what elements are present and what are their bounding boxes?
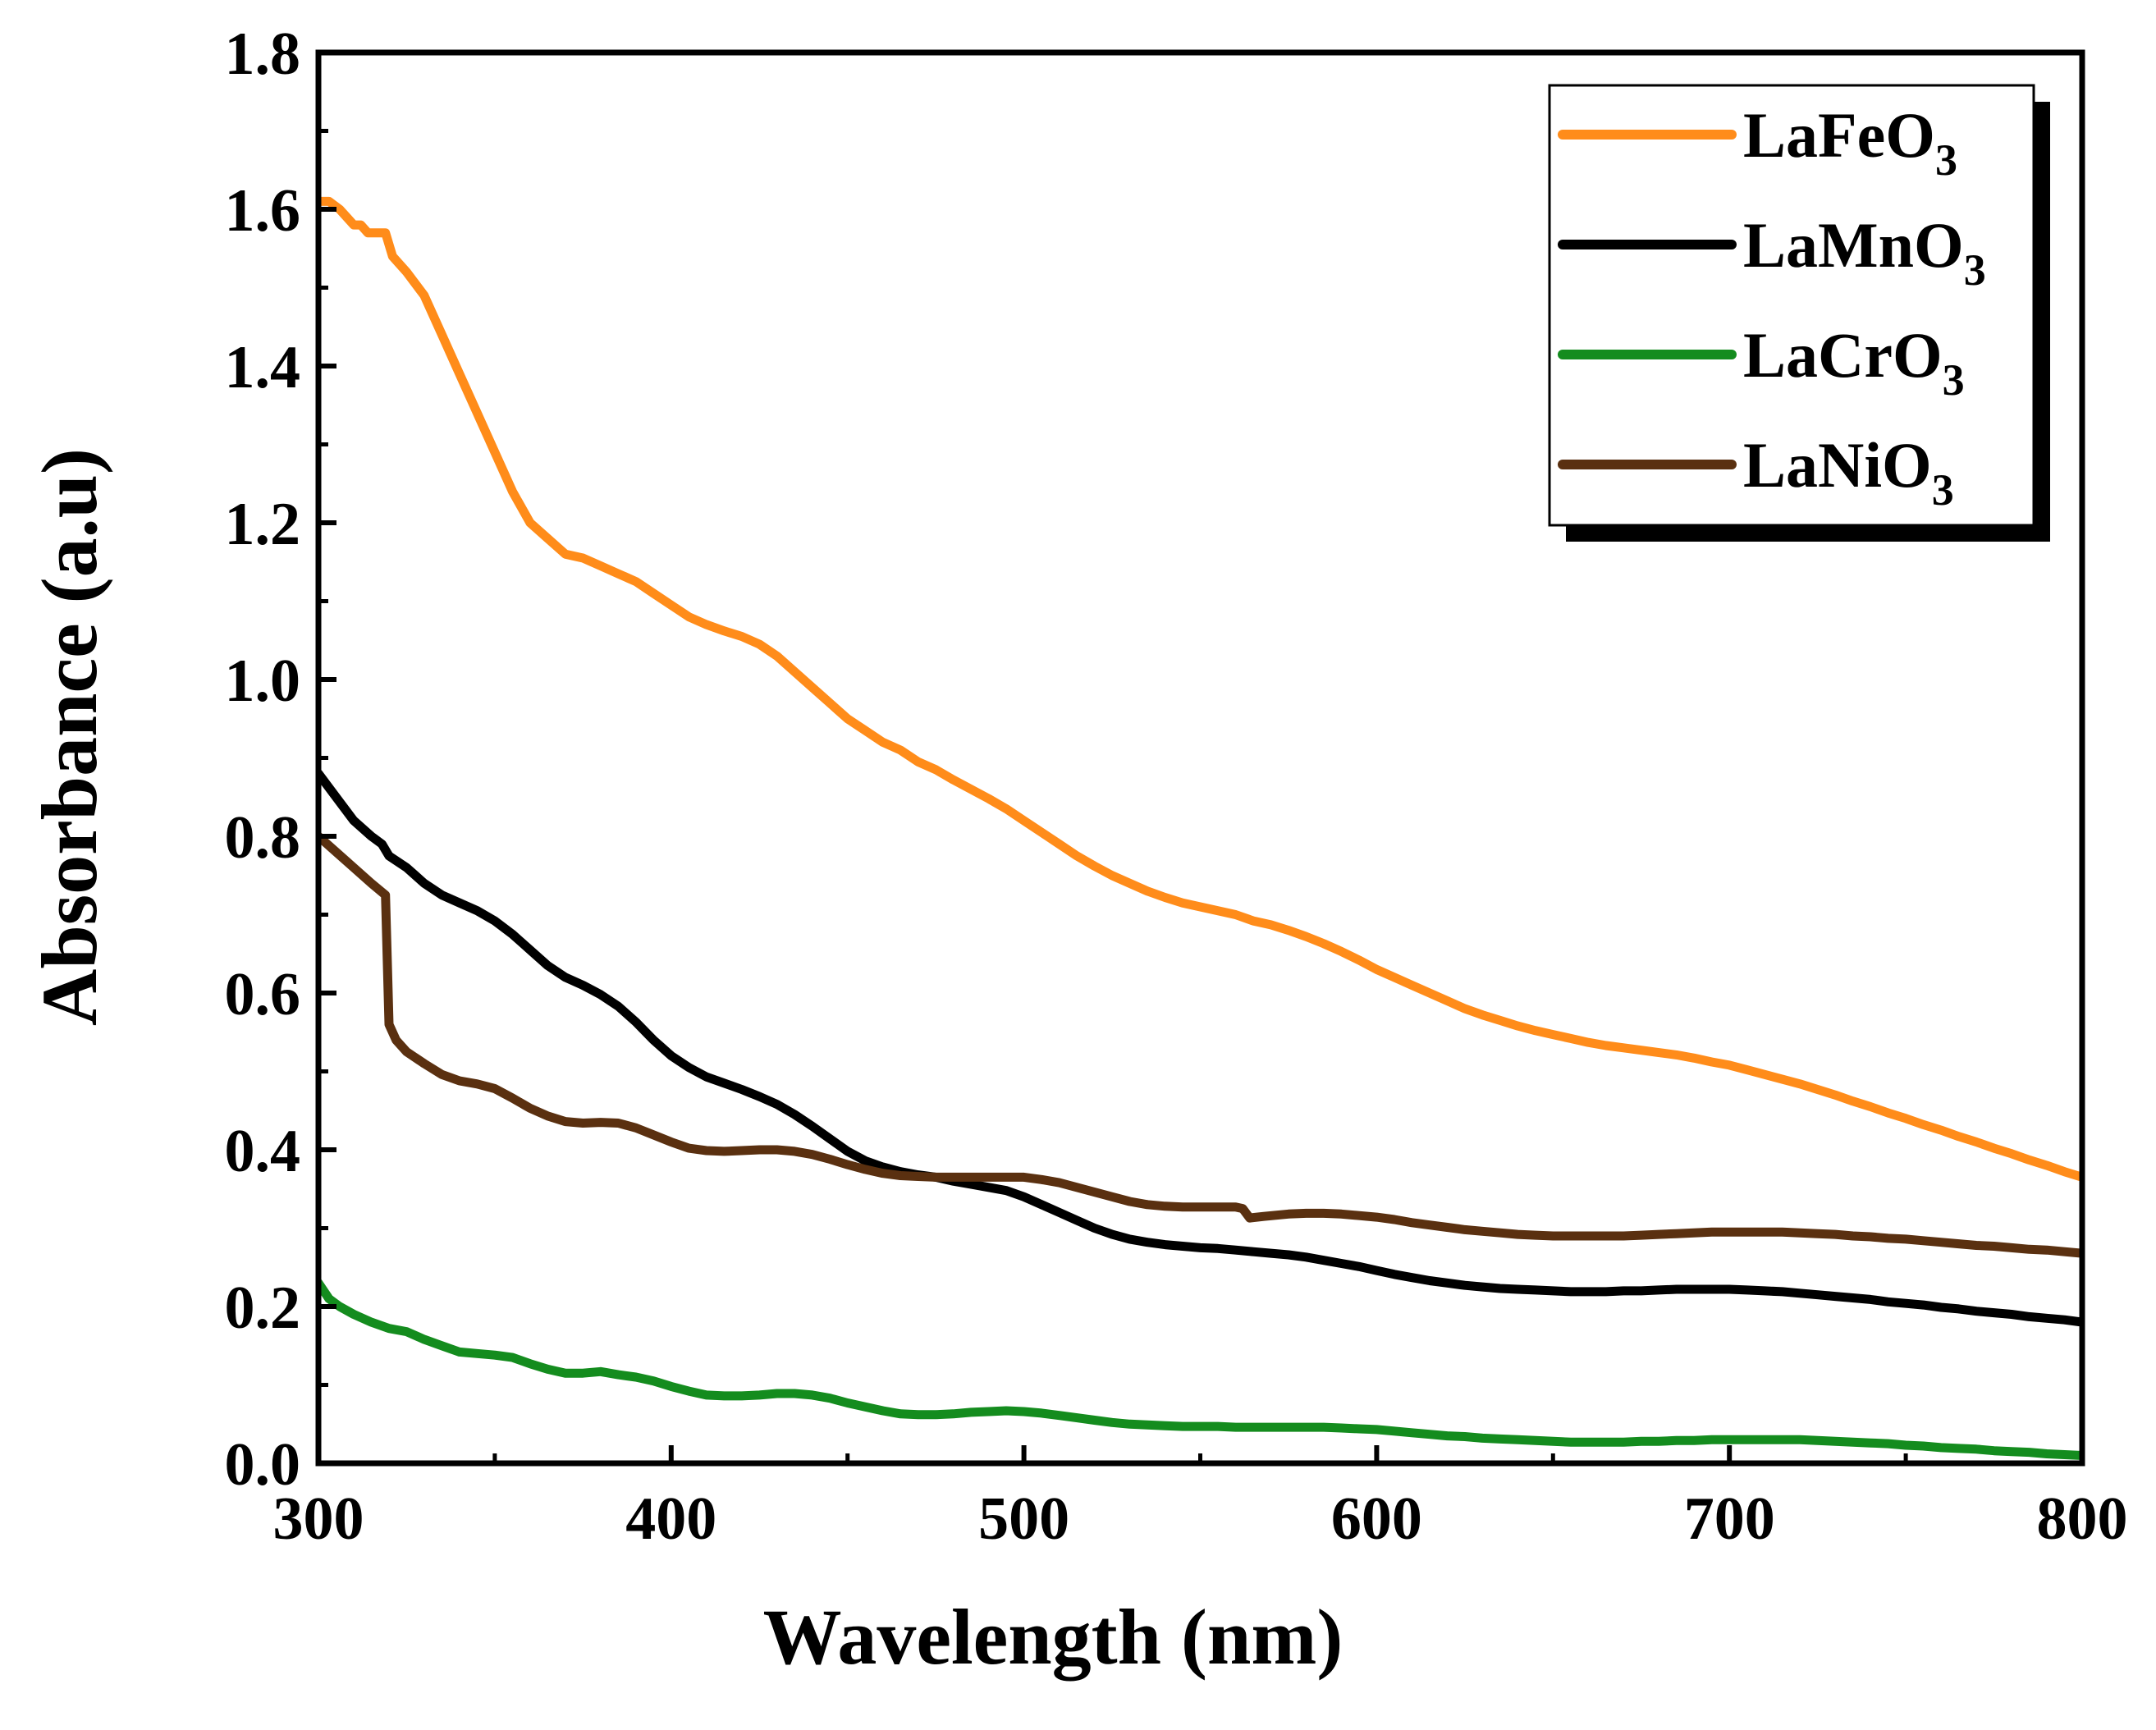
x-tick-label: 600 bbox=[1331, 1485, 1422, 1553]
y-tick-label: 0.2 bbox=[225, 1275, 301, 1342]
y-tick-label: 1.6 bbox=[225, 177, 301, 245]
axes: 300 400 500 600 700 800 0.0 0.2 0.4 0.6 0.8 1.0 1.2 1… bbox=[225, 21, 2128, 1553]
x-tick-label: 800 bbox=[2037, 1485, 2128, 1553]
y-tick-label: 0.4 bbox=[225, 1118, 301, 1185]
plot-area bbox=[318, 196, 2082, 1460]
x-tick-label: 300 bbox=[273, 1485, 364, 1553]
y-tick-label: 1.8 bbox=[225, 21, 301, 88]
y-tick-label: 1.0 bbox=[225, 648, 301, 715]
x-tick-label: 400 bbox=[625, 1485, 716, 1553]
y-tick-label: 1.2 bbox=[225, 491, 301, 558]
series-line-LaMnO3 bbox=[318, 769, 2082, 1327]
legend-label-LaNiO3: LaNiO3 bbox=[1743, 429, 1954, 515]
y-tick-label: 0.6 bbox=[225, 961, 301, 1028]
y-tick-label: 0.0 bbox=[225, 1431, 301, 1499]
legend-label-LaMnO3: LaMnO3 bbox=[1743, 209, 1986, 295]
legend-box bbox=[1548, 84, 2035, 527]
series-line-LaCrO3 bbox=[318, 1278, 2082, 1460]
legend-label-LaFeO3: LaFeO3 bbox=[1743, 99, 1957, 185]
series-line-LaFeO3 bbox=[318, 196, 2082, 1182]
x-tick-label: 700 bbox=[1684, 1485, 1775, 1553]
y-tick-label: 1.4 bbox=[225, 334, 301, 401]
y-tick-label: 0.8 bbox=[225, 804, 301, 872]
x-axis-title: Wavelength (nm) bbox=[763, 1593, 1343, 1681]
y-axis-title: Absorbance (a.u) bbox=[25, 448, 113, 1026]
legend-label-LaCrO3: LaCrO3 bbox=[1743, 319, 1965, 405]
x-tick-label: 500 bbox=[978, 1485, 1069, 1553]
legend: LaFeO3 LaMnO3 LaCrO3 LaNiO3 bbox=[1548, 84, 2050, 542]
series-line-LaNiO3 bbox=[318, 831, 2082, 1258]
